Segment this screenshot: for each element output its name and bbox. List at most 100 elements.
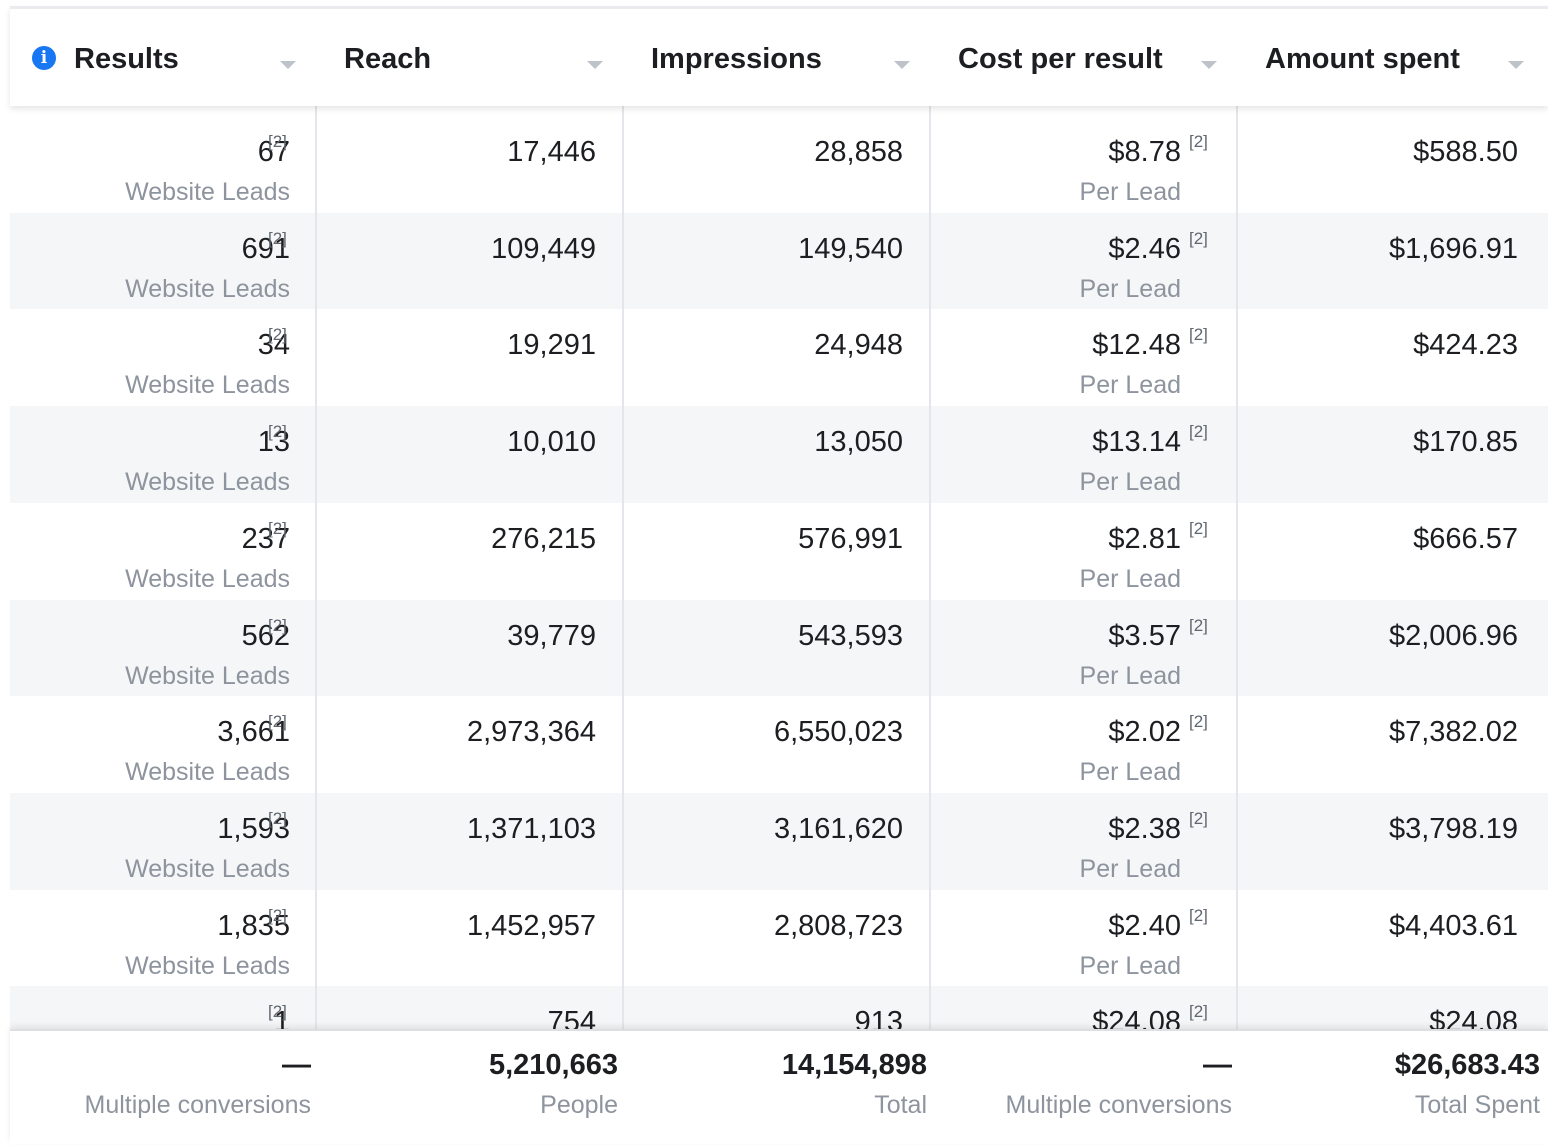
chevron-down-icon[interactable] <box>894 61 910 69</box>
cost-per-result-value: $2.38 <box>1108 812 1181 845</box>
cost-footnote: [2] <box>1189 615 1208 635</box>
total-results-value: — <box>282 1049 311 1081</box>
results-unit: Website Leads <box>125 371 290 400</box>
chevron-down-icon[interactable] <box>280 61 296 69</box>
results-unit: Website Leads <box>125 951 290 980</box>
column-header-impressions[interactable]: Impressions <box>623 9 930 106</box>
impressions-value: 3,161,620 <box>773 812 903 845</box>
results-value: 67 <box>257 136 290 168</box>
results-value: 3,661 <box>217 716 290 749</box>
column-divider <box>929 6 931 1142</box>
table-header: i Results Reach Impressions Cost per res… <box>10 6 1548 106</box>
table-row[interactable]: 13 [2] Website Leads 10,010 13,050 $13.14 [2] P… <box>10 406 1548 503</box>
results-footnote: [2] <box>268 808 287 828</box>
results-unit: Website Leads <box>125 854 290 883</box>
results-footnote: [2] <box>268 1002 287 1022</box>
cost-unit: Per Lead <box>1079 758 1181 787</box>
column-header-label: Cost per result <box>958 43 1163 75</box>
impressions-value: 13,050 <box>814 426 903 459</box>
results-footnote: [2] <box>268 905 287 925</box>
column-header-results[interactable]: i Results <box>10 9 316 106</box>
table-row[interactable]: 3,661 [2] Website Leads 2,973,364 6,550,023 $… <box>10 696 1548 793</box>
results-value: 237 <box>241 522 290 555</box>
cost-per-result-value: $2.46 <box>1108 232 1181 265</box>
cost-unit: Per Lead <box>1079 468 1181 497</box>
table-row[interactable]: 562 [2] Website Leads 39,779 543,593 $3.57 [2]… <box>10 599 1548 697</box>
results-footnote: [2] <box>268 422 287 442</box>
column-header-label: Impressions <box>651 43 822 75</box>
column-header-amount-spent[interactable]: Amount spent <box>1237 9 1548 106</box>
table-row[interactable]: 67 [2] Website Leads 17,446 28,858 $8.78 [2] Pe… <box>10 116 1548 213</box>
column-header-label: Reach <box>344 43 432 75</box>
impressions-value: 543,593 <box>798 619 903 652</box>
cost-footnote: [2] <box>1189 228 1208 248</box>
reach-value: 276,215 <box>491 522 596 555</box>
impressions-value: 28,858 <box>814 136 903 168</box>
cost-footnote: [2] <box>1189 1002 1208 1022</box>
reach-value: 10,010 <box>507 426 596 459</box>
cost-unit: Per Lead <box>1079 951 1181 980</box>
cost-footnote: [2] <box>1189 422 1208 442</box>
results-footnote: [2] <box>268 518 287 538</box>
cost-footnote: [2] <box>1189 808 1208 828</box>
chevron-down-icon[interactable] <box>1201 61 1217 69</box>
cost-footnote: [2] <box>1189 712 1208 732</box>
chevron-down-icon[interactable] <box>587 61 603 69</box>
amount-spent-value: $1,696.91 <box>1388 232 1518 265</box>
total-spent-label: Total Spent <box>1414 1091 1540 1119</box>
impressions-value: 24,948 <box>814 329 903 362</box>
results-value: 13 <box>257 426 290 459</box>
cost-per-result-value: $12.48 <box>1092 329 1181 362</box>
amount-spent-value: $588.50 <box>1413 136 1518 168</box>
table-row[interactable]: 237 [2] Website Leads 276,215 576,991 $2.81 [2… <box>10 503 1548 600</box>
column-divider <box>315 6 317 1142</box>
results-footnote: [2] <box>268 712 287 732</box>
total-cost-label: Multiple conversions <box>1005 1091 1233 1119</box>
cost-unit: Per Lead <box>1079 371 1181 400</box>
results-unit: Website Leads <box>125 564 290 593</box>
impressions-value: 2,808,723 <box>773 909 903 942</box>
cost-unit: Per Lead <box>1079 178 1181 206</box>
info-icon[interactable]: i <box>32 46 56 70</box>
total-impressions-value: 14,154,898 <box>781 1049 927 1081</box>
table-row[interactable]: 1,835 [2] Website Leads 1,452,957 2,808,723 $… <box>10 890 1548 987</box>
table-row[interactable]: 1[2]Website Leads754913$24.08[2]Per Lead… <box>10 986 1548 1034</box>
reach-value: 2,973,364 <box>466 716 596 749</box>
reach-value: 17,446 <box>507 136 596 168</box>
impressions-value: 149,540 <box>798 232 903 265</box>
column-divider <box>1236 6 1238 1142</box>
cost-per-result-value: $2.40 <box>1108 909 1181 942</box>
cost-per-result-value: $8.78 <box>1108 136 1181 168</box>
column-header-cost-per-result[interactable]: Cost per result <box>930 9 1237 106</box>
cost-unit: Per Lead <box>1079 274 1181 303</box>
chevron-down-icon[interactable] <box>1508 61 1524 69</box>
column-header-label: Results <box>74 43 179 75</box>
cost-footnote: [2] <box>1189 132 1208 151</box>
table-row[interactable]: 691 [2] Website Leads 109,449 149,540 $2.46 [2… <box>10 212 1548 310</box>
results-value: 562 <box>241 619 290 652</box>
results-footnote: [2] <box>268 228 287 248</box>
total-reach-label: People <box>540 1091 618 1119</box>
results-footnote: [2] <box>268 615 287 635</box>
results-unit: Website Leads <box>125 758 290 787</box>
cost-footnote: [2] <box>1189 905 1208 925</box>
amount-spent-value: $170.85 <box>1413 426 1518 459</box>
amount-spent-value: $2,006.96 <box>1388 619 1518 652</box>
column-header-reach[interactable]: Reach <box>316 9 623 106</box>
impressions-value: 6,550,023 <box>773 716 903 749</box>
total-spent-value: $26,683.43 <box>1394 1049 1540 1081</box>
results-unit: Website Leads <box>125 178 290 206</box>
table-body: 67 [2] Website Leads 17,446 28,858 $8.78 [2] Pe… <box>10 116 1548 1034</box>
table-footer-totals: — Multiple conversions 5,210,663 People … <box>10 1029 1548 1144</box>
total-impressions-label: Total <box>874 1091 927 1119</box>
total-cost-value: — <box>1203 1049 1232 1081</box>
amount-spent-value: $7,382.02 <box>1388 716 1518 749</box>
results-value: 34 <box>257 329 290 362</box>
total-results-label: Multiple conversions <box>84 1091 312 1119</box>
table-row[interactable]: 34 [2] Website Leads 19,291 24,948 $12.48 [2] P… <box>10 309 1548 406</box>
cost-unit: Per Lead <box>1079 854 1181 883</box>
amount-spent-value: $3,798.19 <box>1388 812 1518 845</box>
table-row[interactable]: 1,593 [2] Website Leads 1,371,103 3,161,620 $… <box>10 792 1548 890</box>
amount-spent-value: $666.57 <box>1413 522 1518 555</box>
results-value: 1,593 <box>217 812 290 845</box>
